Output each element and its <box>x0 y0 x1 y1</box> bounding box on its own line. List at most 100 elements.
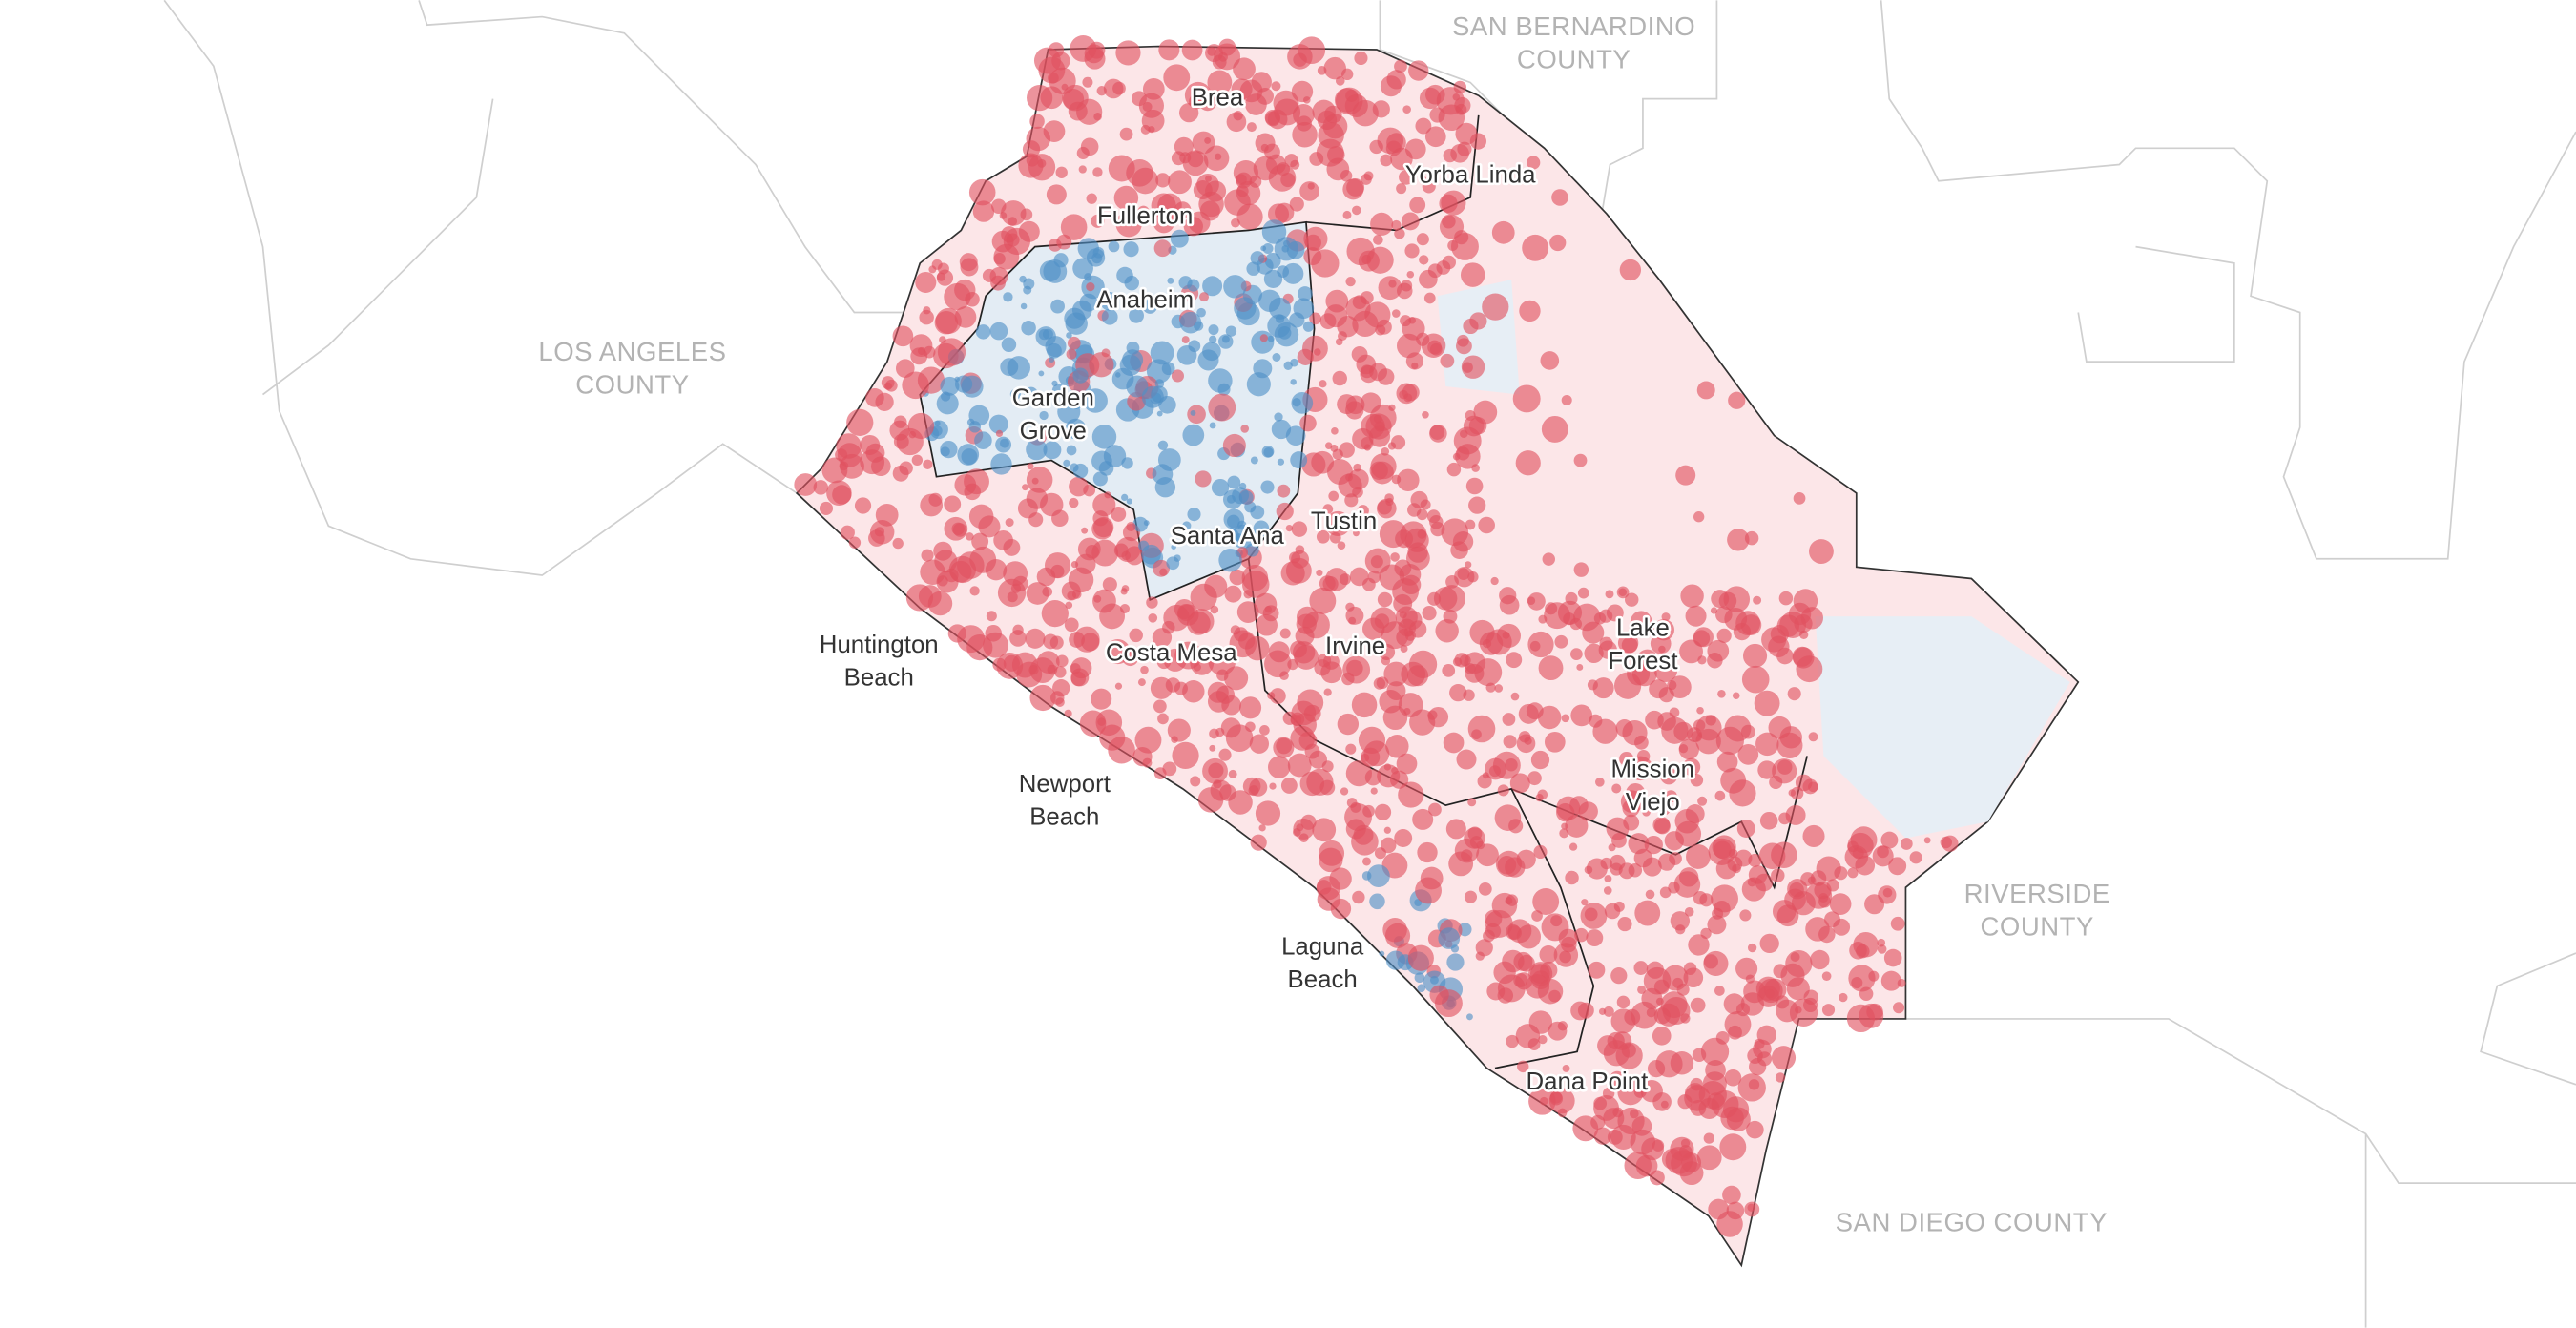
precinct-dot <box>923 459 933 469</box>
precinct-dot <box>1132 516 1149 532</box>
precinct-dot <box>1707 915 1727 935</box>
precinct-dot <box>1091 253 1103 264</box>
precinct-dot <box>1883 948 1902 967</box>
precinct-dot <box>1522 234 1549 261</box>
precinct-dot <box>1076 146 1090 160</box>
precinct-dot <box>1190 776 1201 787</box>
precinct-dot <box>1029 684 1056 712</box>
precinct-dot <box>1703 950 1729 976</box>
precinct-dot <box>1670 911 1691 931</box>
precinct-dot <box>1717 690 1726 698</box>
precinct-dot <box>1374 847 1386 860</box>
precinct-dot <box>1422 179 1436 194</box>
precinct-dot <box>1157 713 1169 725</box>
precinct-dot <box>1422 410 1429 419</box>
precinct-dot <box>1490 576 1499 586</box>
precinct-dot <box>846 408 874 436</box>
precinct-dot <box>1157 440 1169 450</box>
precinct-dot <box>1269 782 1277 790</box>
precinct-dot <box>1199 292 1210 302</box>
precinct-dot <box>1517 1060 1529 1073</box>
precinct-dot <box>1605 590 1614 599</box>
precinct-dot <box>1202 276 1223 297</box>
precinct-dot <box>1232 487 1250 505</box>
precinct-dot <box>1193 663 1201 672</box>
precinct-dot <box>1129 628 1143 643</box>
precinct-dot <box>1450 541 1468 559</box>
precinct-dot <box>1061 581 1081 601</box>
precinct-dot <box>1880 831 1899 849</box>
precinct-dot <box>1688 934 1710 956</box>
precinct-dot <box>1152 628 1173 648</box>
precinct-dot <box>1880 970 1901 991</box>
precinct-dot <box>1155 173 1171 188</box>
precinct-dot <box>1503 735 1517 749</box>
precinct-dot <box>1623 814 1640 831</box>
precinct-dot <box>1537 705 1562 730</box>
precinct-dot <box>1888 857 1907 876</box>
precinct-dot <box>1485 923 1502 940</box>
precinct-dot <box>1215 727 1225 737</box>
precinct-dot <box>1298 286 1313 301</box>
precinct-dot <box>1151 385 1168 404</box>
precinct-dot <box>1215 153 1222 160</box>
precinct-dot <box>1633 961 1649 975</box>
precinct-dot <box>1401 574 1422 594</box>
precinct-dot <box>1142 299 1157 314</box>
precinct-dot <box>1241 564 1269 591</box>
precinct-dot <box>1038 328 1050 341</box>
precinct-dot <box>1696 1145 1722 1171</box>
precinct-dot <box>1396 333 1422 359</box>
precinct-dot <box>1250 251 1265 265</box>
precinct-dot <box>1166 556 1180 571</box>
precinct-dot <box>1785 804 1806 825</box>
precinct-dot <box>1877 944 1887 954</box>
precinct-dot <box>1524 737 1532 745</box>
precinct-dot <box>1001 226 1018 243</box>
precinct-dot <box>1587 679 1598 691</box>
precinct-dot <box>832 485 852 505</box>
precinct-dot <box>1710 607 1718 614</box>
precinct-dot <box>1667 680 1677 691</box>
precinct-dot <box>1091 214 1105 228</box>
precinct-dot <box>1224 585 1242 603</box>
precinct-dot <box>1722 1185 1741 1205</box>
precinct-dot <box>1387 442 1397 450</box>
precinct-dot <box>1218 548 1242 572</box>
precinct-dot <box>1942 835 1959 852</box>
precinct-dot <box>1329 867 1352 890</box>
precinct-dot <box>1337 713 1360 736</box>
precinct-dot <box>1273 737 1295 758</box>
precinct-dot <box>1129 307 1144 323</box>
precinct-dot <box>794 473 818 496</box>
precinct-dot <box>1017 498 1038 519</box>
precinct-dot <box>1204 574 1228 598</box>
precinct-dot <box>1422 606 1437 621</box>
precinct-dot <box>1304 234 1321 251</box>
precinct-dot <box>813 480 829 495</box>
precinct-dot <box>1485 682 1496 693</box>
precinct-dot <box>1319 847 1343 873</box>
precinct-dot <box>1684 1085 1711 1111</box>
precinct-dot <box>1707 639 1730 662</box>
precinct-dot <box>1695 728 1721 755</box>
precinct-dot <box>1369 461 1388 480</box>
precinct-dot <box>1246 122 1257 133</box>
precinct-dot <box>1209 335 1217 343</box>
city-label: Fullerton <box>1097 202 1193 229</box>
precinct-dot <box>1711 590 1730 609</box>
city-label: Beach <box>1029 804 1099 831</box>
precinct-dot <box>1739 909 1752 922</box>
precinct-dot <box>964 468 989 495</box>
precinct-dot <box>1728 1025 1742 1040</box>
precinct-dot <box>1399 169 1414 185</box>
precinct-dot <box>1067 336 1081 350</box>
precinct-dot <box>1378 276 1402 301</box>
precinct-dot <box>1360 392 1381 414</box>
precinct-dot <box>1251 330 1275 354</box>
precinct-dot <box>1682 757 1701 777</box>
precinct-dot <box>1652 816 1671 834</box>
precinct-dot <box>1277 458 1285 466</box>
precinct-dot <box>1223 508 1245 530</box>
la-boundary <box>261 98 494 396</box>
